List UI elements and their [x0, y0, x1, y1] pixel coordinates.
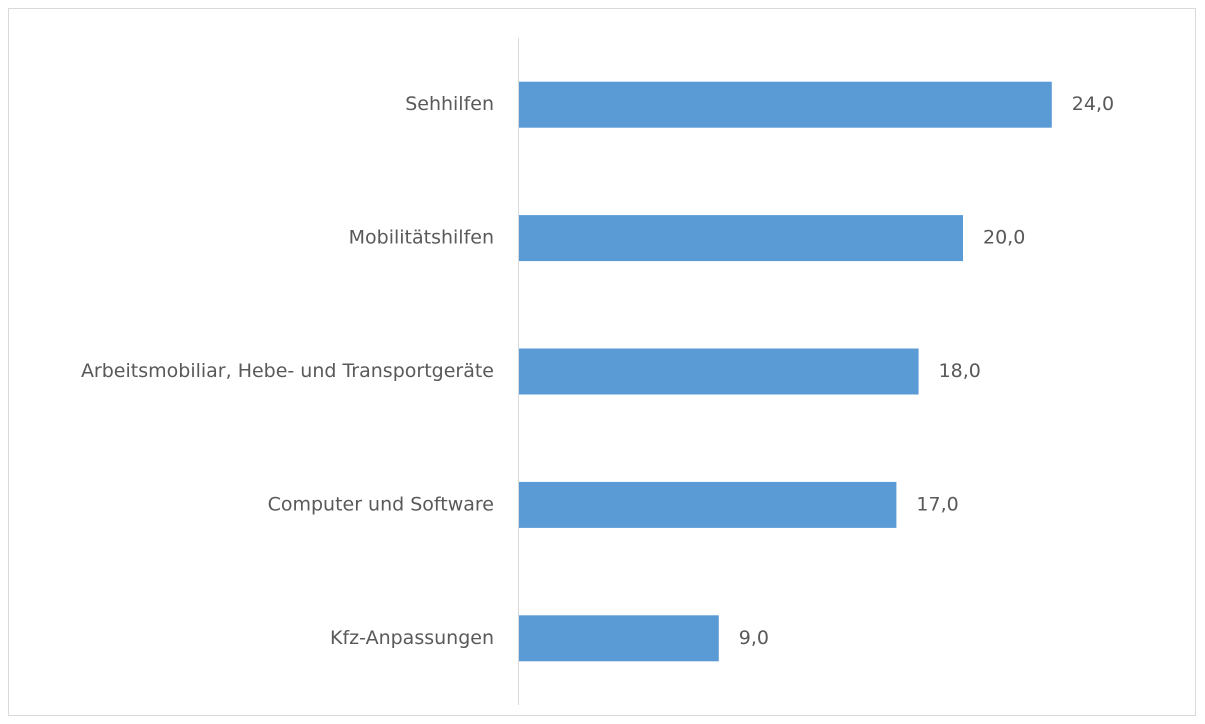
value-label: 18,0: [939, 360, 981, 382]
category-label: Kfz-Anpassungen: [330, 627, 494, 649]
category-label: Mobilitätshilfen: [349, 227, 494, 249]
category-label: Sehhilfen: [405, 93, 494, 115]
category-label: Computer und Software: [268, 493, 494, 515]
bar: [519, 615, 719, 662]
value-label: 24,0: [1072, 93, 1114, 115]
bar: [519, 215, 963, 262]
value-label: 20,0: [983, 227, 1025, 249]
value-label: 17,0: [916, 493, 958, 515]
value-label: 9,0: [739, 627, 769, 649]
bar: [519, 348, 919, 395]
bar: [519, 81, 1052, 128]
bar: [519, 481, 897, 528]
category-label: Arbeitsmobiliar, Hebe- und Transportgerä…: [81, 360, 494, 382]
